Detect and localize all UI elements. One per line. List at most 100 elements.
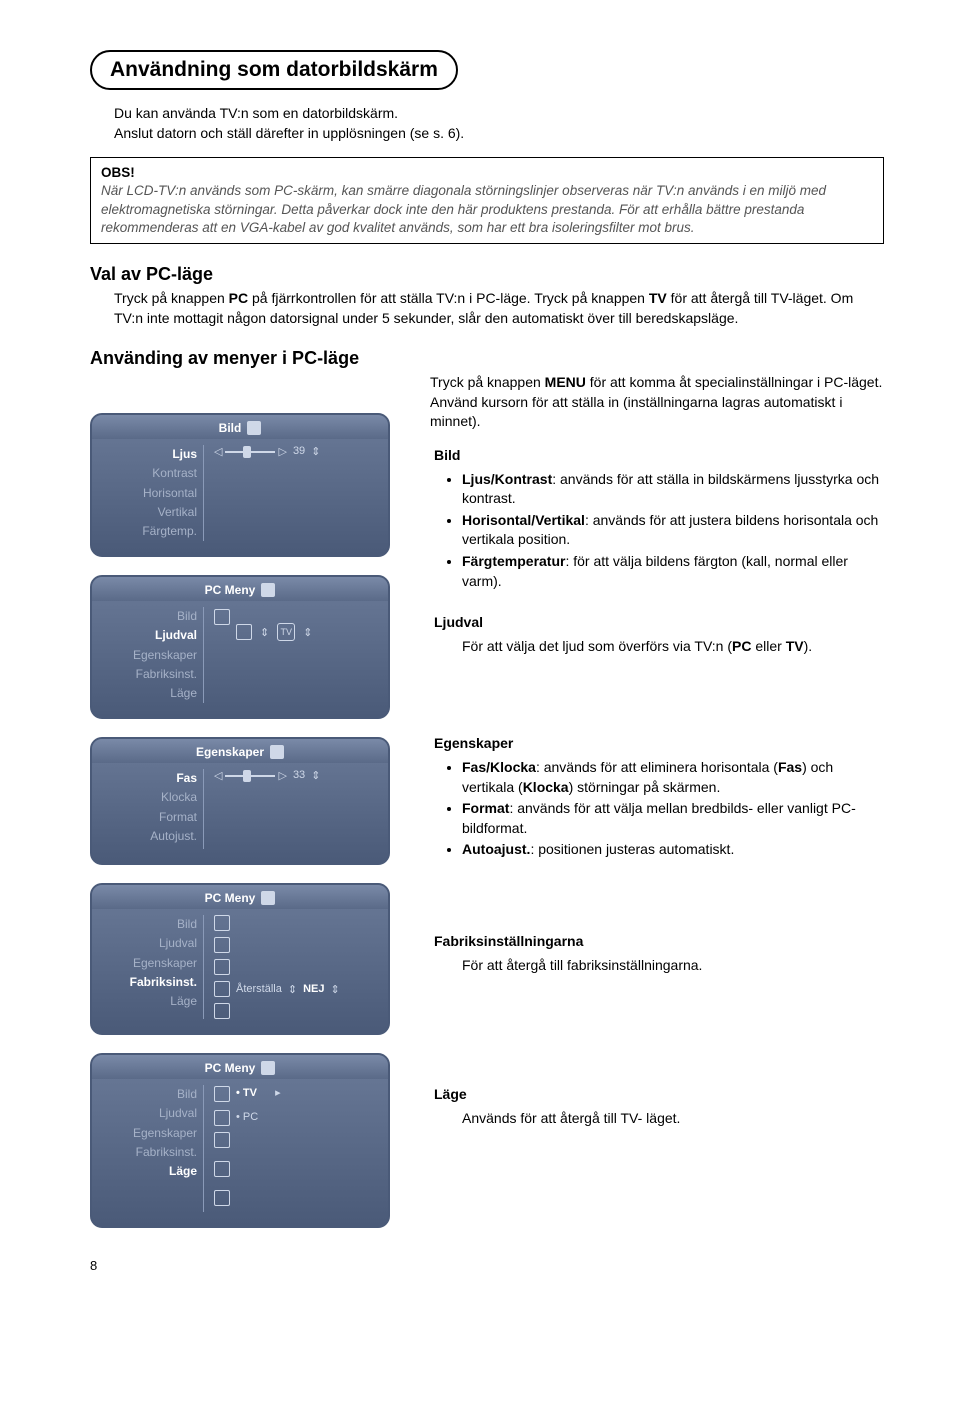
kw-pc: PC [229, 290, 248, 306]
block-body: För att välja det ljud som överförs via … [462, 637, 884, 657]
section-heading: Använding av menyer i PC-läge [90, 348, 884, 369]
menu-row: Bild [102, 607, 197, 626]
mode-option: • PC [236, 1109, 258, 1127]
row-icon [214, 959, 230, 975]
menu-row: Egenskaper [102, 646, 197, 665]
explanation-column: Tryck på knappen MENU för att komma åt s… [430, 373, 884, 1228]
text: : positionen justeras automatiskt. [530, 841, 734, 857]
menu-row: Läge [102, 992, 197, 1011]
mode-option: • TV [236, 1085, 257, 1103]
text: : används för att välja mellan bredbilds… [462, 800, 856, 836]
bullet: Fas/Klocka: används för att eliminera ho… [462, 758, 884, 797]
panel-title: Egenskaper [196, 745, 264, 759]
bullet: Horisontal/Vertikal: används för att jus… [462, 511, 884, 550]
menu-row: Fabriksinst. [102, 1143, 197, 1162]
gear-icon [270, 745, 284, 759]
slider-value: 39 [293, 445, 305, 457]
term: Autoajust. [462, 841, 530, 857]
kw-tv: TV [649, 290, 667, 306]
term: Färgtemperatur [462, 553, 565, 569]
menu-row: Färgtemp. [102, 522, 197, 541]
row-icon [214, 609, 230, 625]
updown-icon: ⇕ [311, 445, 320, 458]
panel-header: PC Meny [92, 577, 388, 601]
slider: ◁▷ [214, 769, 287, 782]
term: Ljus/Kontrast [462, 471, 552, 487]
menu-row: Egenskaper [102, 954, 197, 973]
block-heading: Fabriksinställningarna [434, 932, 884, 952]
monitor-icon [247, 421, 261, 435]
menu-icon [261, 1061, 275, 1075]
kw-tv: TV [786, 638, 804, 654]
menu-row: Klocka [102, 788, 197, 807]
block-heading: Bild [434, 446, 884, 466]
menu-row: Ljudval [102, 934, 197, 953]
menu-row: Bild [102, 1085, 197, 1104]
row-icon [214, 937, 230, 953]
section-heading: Val av PC-läge [90, 264, 884, 285]
panel-pcmeny-ljudval: PC Meny Bild Ljudval Egenskaper Fabriksi… [90, 575, 390, 719]
block-body: För att återgå till fabriksinställningar… [462, 956, 884, 976]
bullet: Format: används för att välja mellan bre… [462, 799, 884, 838]
menu-row: Format [102, 808, 197, 827]
block-heading: Egenskaper [434, 734, 884, 754]
slider: ◁▷ [214, 445, 287, 458]
updown-icon: ⇕ [311, 769, 320, 782]
menu-row: Bild [102, 915, 197, 934]
text: Tryck på knappen [114, 290, 229, 306]
menu-row: Ljus [102, 445, 197, 464]
panel-bild: Bild Ljus Kontrast Horisontal Vertikal F… [90, 413, 390, 557]
page-title: Användning som datorbildskärm [90, 50, 458, 90]
menu-row: Kontrast [102, 464, 197, 483]
obs-title: OBS! [101, 164, 873, 182]
panel-title: Bild [219, 421, 242, 435]
panel-pcmeny-lage: PC Meny Bild Ljudval Egenskaper Fabriksi… [90, 1053, 390, 1228]
menu-row: Ljudval [102, 626, 197, 645]
menu-icon [261, 583, 275, 597]
bullet: Ljus/Kontrast: används för att ställa in… [462, 470, 884, 509]
tv-chip: TV [277, 623, 295, 641]
reset-value: NEJ [303, 983, 324, 995]
row-icon [236, 624, 252, 640]
obs-body: När LCD-TV:n används som PC-skärm, kan s… [101, 182, 873, 237]
menu-intro: Tryck på knappen MENU för att komma åt s… [430, 373, 884, 432]
obs-box: OBS! När LCD-TV:n används som PC-skärm, … [90, 157, 884, 244]
row-icon [214, 981, 230, 997]
intro-line: Anslut datorn och ställ därefter in uppl… [114, 124, 884, 144]
menu-row: Fabriksinst. [102, 665, 197, 684]
menu-row: Vertikal [102, 503, 197, 522]
text: ). [804, 638, 813, 654]
updown-icon: ⇕ [260, 626, 269, 639]
kw-menu: MENU [545, 374, 586, 390]
updown-icon: ⇕ [288, 983, 297, 996]
row-icon [214, 1132, 230, 1148]
term: Fas [778, 759, 802, 775]
row-icon [214, 1086, 230, 1102]
term: Format [462, 800, 509, 816]
bullet-list: Ljus/Kontrast: används för att ställa in… [462, 470, 884, 592]
updown-icon: ⇕ [330, 983, 339, 996]
menu-row: Fas [102, 769, 197, 788]
block-heading: Ljudval [434, 613, 884, 633]
row-icon [214, 1190, 230, 1206]
panel-header: PC Meny [92, 885, 388, 909]
arrow-icon: ▸ [275, 1085, 281, 1103]
block-body: Används för att återgå till TV- läget. [462, 1109, 884, 1129]
menu-row: Läge [102, 1162, 197, 1181]
term: Fas/Klocka [462, 759, 536, 775]
panel-pcmeny-fabrik: PC Meny Bild Ljudval Egenskaper Fabriksi… [90, 883, 390, 1035]
term: Horisontal/Vertikal [462, 512, 585, 528]
row-icon [214, 1003, 230, 1019]
text: ) störningar på skärmen. [569, 779, 721, 795]
page-number: 8 [90, 1258, 884, 1273]
section-body: Tryck på knappen PC på fjärrkontrollen f… [114, 289, 884, 328]
panels-column: Bild Ljus Kontrast Horisontal Vertikal F… [90, 373, 390, 1228]
menu-row: Läge [102, 684, 197, 703]
panel-title: PC Meny [205, 1061, 256, 1075]
row-icon [214, 1110, 230, 1126]
menu-icon [261, 891, 275, 905]
text: på fjärrkontrollen för att ställa TV:n i… [248, 290, 649, 306]
text: eller [751, 638, 785, 654]
reset-label: Återställa [236, 983, 282, 995]
menu-row: Horisontal [102, 484, 197, 503]
